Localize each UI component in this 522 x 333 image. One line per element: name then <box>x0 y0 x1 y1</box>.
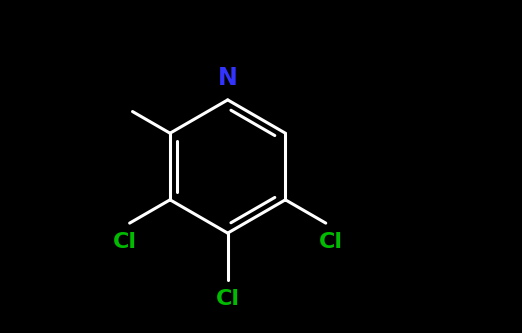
Text: Cl: Cl <box>216 289 240 309</box>
Text: Cl: Cl <box>113 232 137 252</box>
Text: Cl: Cl <box>319 232 343 252</box>
Text: N: N <box>218 66 238 90</box>
